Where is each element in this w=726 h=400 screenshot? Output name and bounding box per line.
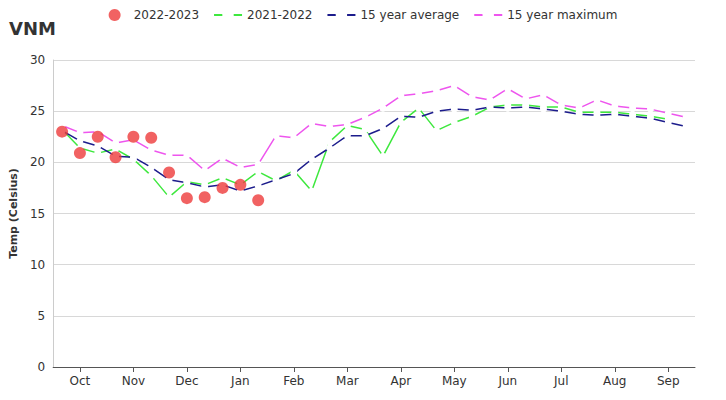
svg-text:Jun: Jun	[497, 374, 517, 388]
svg-text:Sep: Sep	[657, 374, 680, 388]
svg-text:Apr: Apr	[390, 374, 411, 388]
svg-text:15: 15	[30, 207, 45, 221]
svg-text:2022-2023: 2022-2023	[134, 8, 199, 22]
svg-text:2021-2022: 2021-2022	[247, 8, 312, 22]
svg-text:May: May	[442, 374, 467, 388]
svg-text:Temp (Celsius): Temp (Celsius)	[7, 168, 20, 259]
svg-text:20: 20	[30, 155, 45, 169]
svg-text:Aug: Aug	[603, 374, 626, 388]
svg-text:Dec: Dec	[175, 374, 198, 388]
svg-text:Oct: Oct	[70, 374, 91, 388]
svg-text:Jul: Jul	[553, 374, 568, 388]
svg-text:0: 0	[38, 360, 46, 374]
svg-text:25: 25	[30, 104, 45, 118]
svg-text:Mar: Mar	[336, 374, 359, 388]
svg-text:10: 10	[30, 258, 45, 272]
svg-text:VNM: VNM	[9, 18, 56, 39]
svg-text:5: 5	[38, 309, 46, 323]
svg-text:30: 30	[30, 53, 45, 67]
svg-text:Feb: Feb	[283, 374, 304, 388]
svg-text:Jan: Jan	[230, 374, 250, 388]
svg-text:15 year average: 15 year average	[360, 8, 459, 22]
svg-text:15 year maximum: 15 year maximum	[507, 8, 617, 22]
svg-text:Nov: Nov	[122, 374, 145, 388]
